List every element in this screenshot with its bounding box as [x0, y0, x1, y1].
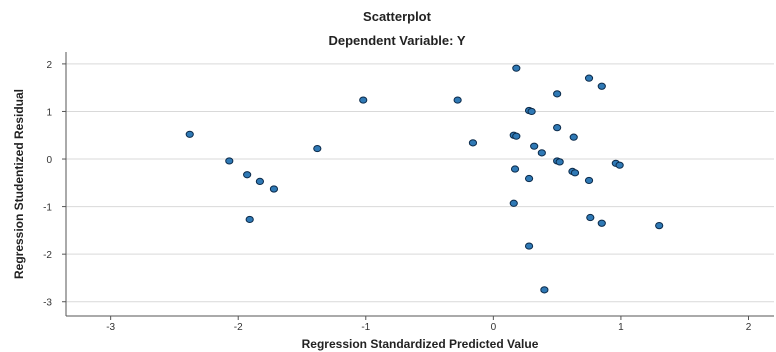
x-tick-label: -1: [361, 322, 370, 333]
scatter-point: [569, 133, 578, 141]
scatter-point: [530, 142, 539, 150]
scatter-point: [584, 74, 594, 82]
x-tick-label: -2: [234, 322, 243, 333]
scatter-point: [537, 149, 546, 157]
axes: [65, 52, 774, 317]
scatter-point: [540, 286, 549, 294]
scatter-point: [185, 130, 194, 138]
y-tick-label: 1: [46, 107, 52, 118]
scatter-point: [359, 96, 368, 104]
scatter-point: [512, 64, 521, 72]
x-tick-label: 2: [746, 322, 752, 333]
scatter-point: [570, 169, 580, 177]
x-tick-label: 1: [618, 322, 624, 333]
y-tick-label: 0: [46, 155, 52, 166]
scatter-point: [225, 157, 234, 165]
scatter-point: [597, 82, 606, 90]
scatter-point: [655, 222, 664, 230]
scatter-point: [584, 176, 594, 185]
x-tick-label: -3: [106, 322, 115, 333]
y-tick-label: -2: [43, 250, 52, 261]
scatter-point: [527, 107, 536, 116]
x-axis-title: Regression Standardized Predicted Value: [302, 337, 539, 351]
chart-title: Scatterplot: [363, 9, 432, 24]
scatter-point: [245, 215, 254, 224]
scatter-point: [586, 213, 595, 222]
x-tick-label: 0: [491, 322, 497, 333]
scatter-point: [510, 165, 520, 173]
scatter-point: [553, 90, 562, 98]
scatter-point: [468, 139, 478, 147]
scatter-point: [615, 161, 624, 169]
scatter-point: [597, 219, 606, 227]
scatter-point: [553, 124, 562, 132]
scatter-point: [269, 185, 279, 193]
y-tick-label: -3: [43, 298, 52, 309]
chart-subtitle: Dependent Variable: Y: [328, 33, 465, 48]
scatter-point: [453, 96, 462, 104]
data-points: [185, 64, 664, 294]
gridlines: [66, 63, 774, 303]
tick-marks-and-labels: -3 -2 -1 0 1 2 -3 -2 -1 0 1 2: [43, 60, 752, 333]
scatter-point: [255, 177, 265, 185]
scatter-point: [243, 171, 252, 179]
scatter-point: [555, 158, 564, 166]
scatter-point: [512, 132, 521, 140]
y-axis-title: Regression Studentized Residual: [12, 89, 26, 279]
scatter-point: [509, 199, 518, 207]
scatter-point: [313, 144, 322, 153]
y-tick-label: 2: [46, 60, 52, 71]
scatter-point: [524, 174, 534, 183]
scatter-point: [524, 242, 534, 250]
y-tick-label: -1: [43, 203, 52, 214]
